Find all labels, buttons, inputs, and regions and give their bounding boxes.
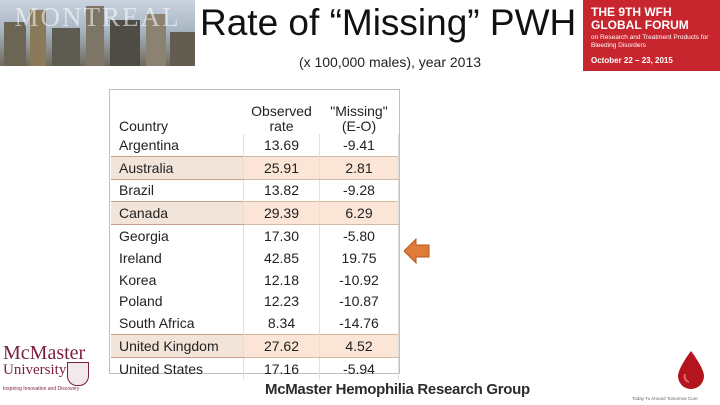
- forum-line3: on Research and Treatment Products for B…: [591, 34, 709, 49]
- building-shape: [146, 14, 166, 66]
- observed-rate-cell: 12.23: [243, 290, 320, 313]
- country-cell: Korea: [119, 271, 157, 288]
- university-word: University: [3, 362, 67, 378]
- slide-title: Rate of “Missing” PWH: [200, 2, 577, 43]
- building-shape: [86, 6, 104, 66]
- country-cell: Argentina: [119, 136, 179, 153]
- table-row: United Kingdom 27.62 4.52: [111, 334, 399, 358]
- building-shape: [110, 20, 140, 66]
- country-cell: Georgia: [119, 228, 169, 245]
- crest-icon: [67, 362, 89, 386]
- left-arrow-icon: [404, 238, 430, 264]
- country-cell: Brazil: [119, 182, 155, 199]
- observed-rate-cell: 29.39: [243, 201, 320, 226]
- building-shape: [4, 22, 26, 66]
- country-cell: South Africa: [119, 315, 195, 332]
- header-missing: "Missing" (E-O): [320, 91, 399, 134]
- banner-city-name: MONTREAL: [14, 2, 181, 32]
- missing-value-cell: 19.75: [319, 246, 399, 269]
- observed-rate-cell: 25.91: [243, 155, 320, 180]
- blood-drop-icon: [678, 351, 704, 389]
- building-shape: [170, 32, 195, 66]
- table-row: Korea 12.18 -10.92: [111, 268, 399, 291]
- observed-rate-cell: 42.85: [243, 246, 320, 269]
- table-header-row: Country Observed rate "Missing" (E-O): [111, 91, 399, 134]
- table-row: Brazil 13.82 -9.28: [111, 179, 399, 202]
- header-observed-line2: rate: [269, 118, 294, 134]
- table-row: Ireland 42.85 19.75: [111, 246, 399, 269]
- forum-date: October 22 – 23, 2015: [591, 56, 673, 65]
- observed-rate-cell: 27.62: [243, 334, 320, 358]
- missing-value-cell: -5.94: [319, 357, 399, 380]
- university-name: McMaster: [3, 342, 86, 364]
- table-row: Poland 12.23 -10.87: [111, 290, 399, 313]
- country-cell: Ireland: [119, 249, 162, 266]
- country-cell: Canada: [111, 201, 244, 226]
- header-missing-line1: "Missing": [330, 103, 388, 119]
- missing-value-cell: 6.29: [319, 201, 399, 226]
- table-row: Australia 25.91 2.81: [111, 155, 399, 180]
- missing-value-cell: -9.28: [319, 179, 399, 202]
- observed-rate-cell: 8.34: [243, 312, 320, 335]
- header-missing-line2: (E-O): [341, 118, 377, 134]
- slide-subtitle: (x 100,000 males), year 2013: [298, 54, 482, 70]
- missing-pwh-table: Country Observed rate "Missing" (E-O) Ar…: [111, 91, 399, 380]
- missing-value-cell: 2.81: [319, 155, 399, 180]
- forum-line2: GLOBAL FORUM: [591, 18, 689, 32]
- drop-tagline: Today Tx Around Tomorrow Cure: [632, 396, 698, 401]
- missing-value-cell: -5.80: [319, 224, 399, 247]
- observed-rate-cell: 13.69: [243, 134, 320, 157]
- university-tagline: Inspiring Innovation and Discovery: [3, 386, 80, 392]
- missing-value-cell: -10.87: [319, 290, 399, 313]
- country-cell: Poland: [119, 293, 163, 310]
- table-row: Georgia 17.30 -5.80: [111, 224, 399, 247]
- observed-rate-cell: 13.82: [243, 179, 320, 202]
- header-observed-line1: Observed: [251, 103, 312, 119]
- city-banner-image: MONTREAL: [0, 0, 195, 66]
- missing-value-cell: -14.76: [319, 312, 399, 335]
- country-cell: United Kingdom: [111, 334, 244, 358]
- header-observed: Observed rate: [244, 91, 320, 134]
- missing-value-cell: -10.92: [319, 268, 399, 291]
- forum-badge: THE 9TH WFH GLOBAL FORUM on Research and…: [583, 0, 720, 71]
- country-cell: Australia: [111, 155, 244, 180]
- building-shape: [52, 28, 80, 66]
- header-country: Country: [119, 118, 169, 134]
- observed-rate-cell: 17.30: [243, 224, 320, 247]
- research-group-name: McMaster Hemophilia Research Group: [265, 381, 530, 398]
- mcmaster-logo: McMaster University Inspiring Innovation…: [3, 342, 113, 404]
- missing-value-cell: -9.41: [319, 134, 399, 157]
- table-row: Argentina 13.69 -9.41: [111, 134, 399, 157]
- missing-value-cell: 4.52: [319, 334, 399, 358]
- table-row: United States 17.16 -5.94: [111, 357, 399, 380]
- forum-line1: THE 9TH WFH: [591, 5, 672, 19]
- observed-rate-cell: 17.16: [243, 357, 320, 380]
- observed-rate-cell: 12.18: [243, 268, 320, 291]
- country-cell: United States: [119, 360, 204, 377]
- building-shape: [30, 10, 46, 66]
- table-row: Canada 29.39 6.29: [111, 201, 399, 226]
- table-row: South Africa 8.34 -14.76: [111, 312, 399, 335]
